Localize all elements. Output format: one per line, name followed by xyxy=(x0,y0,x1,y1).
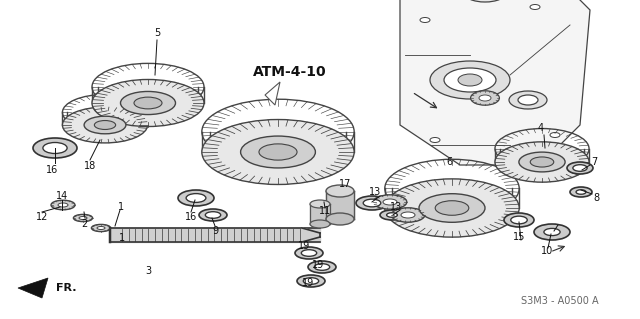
Ellipse shape xyxy=(295,247,323,259)
Ellipse shape xyxy=(94,121,116,130)
Ellipse shape xyxy=(458,74,482,86)
Ellipse shape xyxy=(567,162,593,174)
Ellipse shape xyxy=(241,136,316,168)
Ellipse shape xyxy=(511,216,527,224)
Text: 14: 14 xyxy=(56,191,68,201)
Ellipse shape xyxy=(205,212,221,218)
Ellipse shape xyxy=(58,203,68,207)
Polygon shape xyxy=(326,191,354,219)
Text: 17: 17 xyxy=(339,179,351,189)
Ellipse shape xyxy=(420,18,430,23)
Text: 15: 15 xyxy=(513,232,525,242)
Polygon shape xyxy=(265,82,280,105)
Ellipse shape xyxy=(385,179,519,237)
Text: FR.: FR. xyxy=(56,283,77,293)
Text: 1: 1 xyxy=(118,202,124,212)
Text: 7: 7 xyxy=(591,157,597,167)
Ellipse shape xyxy=(509,91,547,109)
Ellipse shape xyxy=(43,143,67,153)
Ellipse shape xyxy=(33,138,77,158)
Ellipse shape xyxy=(303,278,319,284)
Text: 19: 19 xyxy=(312,260,324,270)
Text: S3M3 - A0500 A: S3M3 - A0500 A xyxy=(521,296,599,306)
Ellipse shape xyxy=(464,0,506,2)
Ellipse shape xyxy=(495,142,589,182)
Ellipse shape xyxy=(576,190,586,194)
Ellipse shape xyxy=(444,68,496,92)
Text: 19: 19 xyxy=(302,278,314,288)
Ellipse shape xyxy=(199,209,227,221)
Ellipse shape xyxy=(186,194,206,202)
Polygon shape xyxy=(310,204,330,224)
Ellipse shape xyxy=(308,261,336,273)
Ellipse shape xyxy=(92,79,204,127)
Text: 12: 12 xyxy=(36,212,48,222)
Ellipse shape xyxy=(134,97,162,109)
Text: 19: 19 xyxy=(298,241,310,251)
Ellipse shape xyxy=(97,226,105,229)
Ellipse shape xyxy=(419,194,485,222)
Ellipse shape xyxy=(310,200,330,208)
Ellipse shape xyxy=(63,107,148,143)
Text: 10: 10 xyxy=(541,246,553,256)
Ellipse shape xyxy=(401,212,415,218)
Ellipse shape xyxy=(504,213,534,227)
Text: 6: 6 xyxy=(446,157,452,167)
Ellipse shape xyxy=(356,196,388,210)
Ellipse shape xyxy=(550,132,560,137)
Text: 16: 16 xyxy=(185,212,197,222)
Ellipse shape xyxy=(202,120,354,184)
Ellipse shape xyxy=(391,208,425,222)
Ellipse shape xyxy=(310,220,330,228)
Text: 13: 13 xyxy=(390,202,402,212)
Text: 11: 11 xyxy=(319,206,331,216)
Ellipse shape xyxy=(470,91,499,105)
Text: 2: 2 xyxy=(81,219,87,229)
Ellipse shape xyxy=(84,116,126,134)
Ellipse shape xyxy=(570,187,592,197)
Text: 5: 5 xyxy=(154,28,160,38)
Text: 13: 13 xyxy=(369,187,381,197)
Text: 3: 3 xyxy=(145,266,151,276)
Ellipse shape xyxy=(430,137,440,143)
Ellipse shape xyxy=(178,190,214,206)
Polygon shape xyxy=(18,278,48,298)
Ellipse shape xyxy=(479,95,491,101)
Text: 4: 4 xyxy=(538,123,544,133)
Ellipse shape xyxy=(259,144,297,160)
Ellipse shape xyxy=(518,95,538,105)
Ellipse shape xyxy=(314,264,330,270)
Ellipse shape xyxy=(74,214,93,222)
Polygon shape xyxy=(302,228,320,242)
Ellipse shape xyxy=(380,210,404,220)
Ellipse shape xyxy=(79,217,87,219)
Ellipse shape xyxy=(297,275,325,287)
Ellipse shape xyxy=(92,224,111,232)
Text: ATM-4-10: ATM-4-10 xyxy=(253,65,327,79)
Ellipse shape xyxy=(573,165,587,171)
Text: 18: 18 xyxy=(84,161,96,171)
Ellipse shape xyxy=(534,224,570,240)
Ellipse shape xyxy=(383,199,397,205)
Ellipse shape xyxy=(120,92,175,115)
Ellipse shape xyxy=(530,4,540,10)
Ellipse shape xyxy=(373,195,407,209)
Ellipse shape xyxy=(519,152,565,172)
Text: 16: 16 xyxy=(46,165,58,175)
Text: 9: 9 xyxy=(212,226,218,236)
Polygon shape xyxy=(400,0,590,165)
Ellipse shape xyxy=(326,213,354,225)
Ellipse shape xyxy=(364,199,381,207)
Ellipse shape xyxy=(51,200,75,210)
Text: 1: 1 xyxy=(119,233,125,243)
Ellipse shape xyxy=(544,228,560,236)
Ellipse shape xyxy=(301,250,317,256)
Ellipse shape xyxy=(435,201,468,215)
Ellipse shape xyxy=(430,61,510,99)
Ellipse shape xyxy=(387,213,397,217)
Text: 8: 8 xyxy=(593,193,599,203)
Ellipse shape xyxy=(530,157,554,167)
Ellipse shape xyxy=(326,185,354,197)
